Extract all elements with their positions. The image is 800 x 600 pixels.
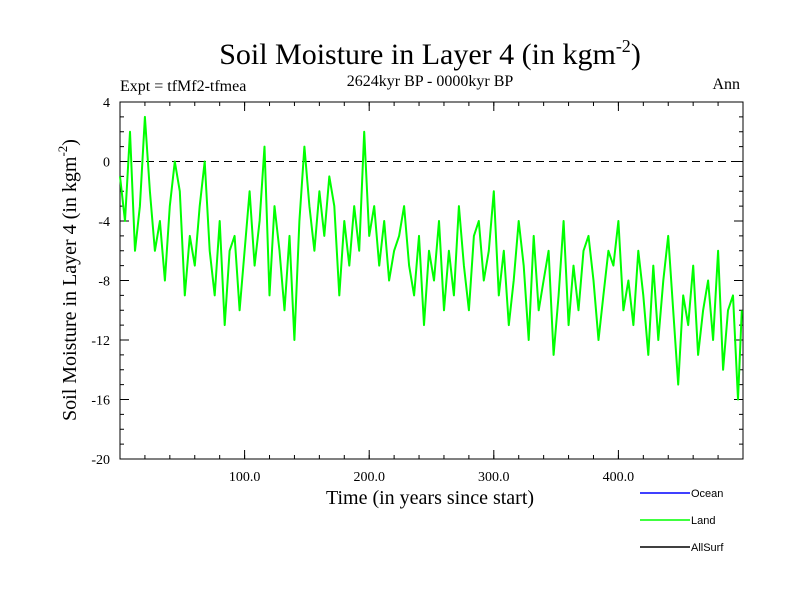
y-tick-label: -8	[98, 275, 110, 290]
x-tick-label: 400.0	[603, 470, 635, 485]
experiment-label: Expt = tfMf2-tfmea	[120, 78, 246, 95]
time-range-label: 2624kyr BP - 0000kyr BP	[347, 73, 514, 90]
y-tick-label: -20	[91, 453, 110, 468]
season-label: Ann	[712, 76, 740, 93]
legend-label-land: Land	[691, 515, 715, 527]
chart-title: Soil Moisture in Layer 4 (in kgm-2)	[219, 36, 641, 71]
y-axis-label: Soil Moisture in Layer 4 (in kgm-2)	[55, 139, 81, 421]
y-tick-label: -4	[98, 215, 110, 230]
y-tick-label: -16	[91, 394, 110, 409]
legend-label-ocean: Ocean	[691, 488, 723, 500]
x-tick-label: 200.0	[353, 470, 385, 485]
legend: Ocean Land AllSurf	[640, 488, 724, 554]
x-axis-label: Time (in years since start)	[326, 487, 534, 509]
x-axis-ticks: 100.0 200.0 300.0 400.0	[229, 102, 634, 485]
y-tick-label: 4	[103, 96, 110, 111]
legend-label-allsurf: AllSurf	[691, 542, 724, 554]
y-tick-label: 0	[103, 156, 110, 171]
x-tick-label: 300.0	[478, 470, 510, 485]
y-tick-label: -12	[91, 334, 110, 349]
x-tick-label: 100.0	[229, 470, 261, 485]
series-line-land	[119, 115, 743, 401]
x-minor-ticks	[144, 102, 719, 459]
y-axis-ticks: 4 0 -4 -8 -12 -16 -20	[91, 96, 743, 468]
